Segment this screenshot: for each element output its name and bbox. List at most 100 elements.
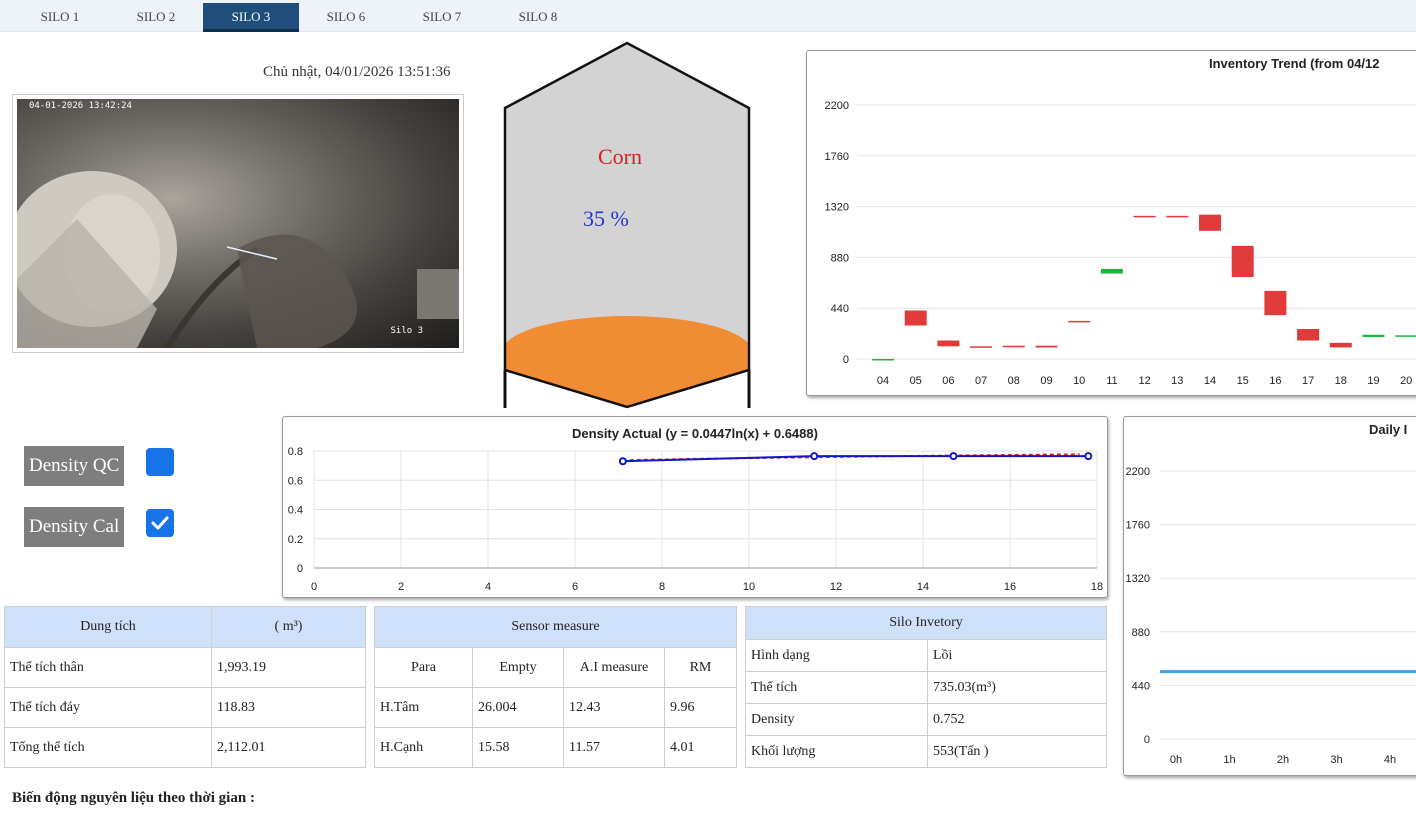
inventory-table-title: Silo Invetory <box>745 606 1107 640</box>
x-tick-label: 08 <box>1008 375 1020 387</box>
sensor-cell: H.Cạnh <box>374 727 473 768</box>
tab-silo-7[interactable]: SILO 7 <box>422 9 462 24</box>
sensor-cell: 26.004 <box>472 687 564 728</box>
x-tick-label: 0 <box>311 581 317 593</box>
y-tick-label: 1760 <box>1126 520 1150 532</box>
tab-silo-8[interactable]: SILO 8 <box>518 9 558 24</box>
candle <box>937 340 960 347</box>
x-tick-label: 18 <box>1091 581 1103 593</box>
y-tick-label: 0.2 <box>288 534 303 546</box>
density-cal-button[interactable]: Density Cal <box>24 507 125 547</box>
candle <box>1297 328 1320 341</box>
daily-inventory-chart[interactable]: Daily I 0 440 880 1320 1760 2200 0h 1h 2h 3h 4h <box>1124 417 1416 775</box>
density-actual-chart[interactable]: Density Actual (y = 0.0447ln(x) + 0.6488… <box>283 417 1107 597</box>
material-variation-label: Biến động nguyên liệu theo thời gian : <box>12 790 255 806</box>
density-qc-button[interactable]: Density QC <box>24 446 125 486</box>
sensor-cell: 4.01 <box>664 727 737 768</box>
camera-label: Silo 3 <box>390 326 423 336</box>
x-tick-label: 07 <box>975 375 987 387</box>
x-tick-label: 19 <box>1367 375 1379 387</box>
x-tick-label: 20 <box>1400 375 1412 387</box>
inventory-row-label: Hình dạng <box>745 639 928 672</box>
silo-product-name: Corn <box>598 144 642 169</box>
y-tick-label: 2200 <box>825 100 849 112</box>
x-tick-label: 2h <box>1277 754 1289 766</box>
y-tick-label: 1320 <box>1126 573 1150 585</box>
silo-level-percent: 35 % <box>583 206 629 231</box>
volume-row-value: 118.83 <box>211 687 366 728</box>
inventory-row-label: Density <box>745 703 928 736</box>
sensor-cell: H.Tâm <box>374 687 473 728</box>
volume-row-value: 1,993.19 <box>211 647 366 688</box>
silo-inventory-table: Silo Invetory Hình dạng Lồi Thể tích 735.0… <box>745 606 1107 768</box>
volume-header-name: Dung tích <box>4 606 212 648</box>
y-tick-label: 880 <box>831 252 849 264</box>
current-datetime: Chủ nhật, 04/01/2026 13:51:36 <box>263 64 451 80</box>
y-tick-label: 0 <box>1144 734 1150 746</box>
x-tick-label: 0h <box>1170 754 1182 766</box>
sensor-cell: 15.58 <box>472 727 564 768</box>
tab-silo-1[interactable]: SILO 1 <box>40 9 80 24</box>
data-point <box>810 452 819 461</box>
x-tick-label: 3h <box>1330 754 1342 766</box>
trendline <box>622 453 1080 462</box>
inventory-row-label: Khối lượng <box>745 735 928 768</box>
volume-header-unit: ( m³) <box>211 606 366 648</box>
volume-table: Dung tích( m³) Thể tích thân 1,993.19 Thể… <box>4 606 366 768</box>
candle <box>970 346 993 348</box>
inventory-row-label: Thể tích <box>745 671 928 704</box>
x-tick-label: 2 <box>398 581 404 593</box>
x-tick-label: 04 <box>877 375 889 387</box>
density-qc-checkbox[interactable] <box>146 448 174 476</box>
inventory-trend-chart[interactable]: Inventory Trend (from 04/12 0 440 880 1320 17… <box>807 51 1416 397</box>
sensor-table-title: Sensor measure <box>374 606 737 648</box>
inventory-row-value: Lồi <box>927 639 1107 672</box>
sensor-header: Empty <box>472 647 564 688</box>
y-tick-label: 440 <box>831 303 849 315</box>
y-tick-label: 0 <box>297 563 303 575</box>
x-tick-label: 06 <box>942 375 954 387</box>
y-tick-label: 0 <box>843 354 849 366</box>
y-tick-label: 880 <box>1132 627 1150 639</box>
sensor-header: A.I measure <box>563 647 665 688</box>
candle <box>1199 214 1221 231</box>
series-line <box>622 455 1089 463</box>
x-tick-label: 05 <box>910 375 922 387</box>
x-tick-label: 12 <box>830 581 842 593</box>
sensor-cell: 11.57 <box>563 727 665 768</box>
candle <box>1362 334 1385 338</box>
x-tick-label: 12 <box>1138 375 1150 387</box>
tab-silo-2[interactable]: SILO 2 <box>136 9 176 24</box>
tab-silo-3[interactable]: SILO 3 <box>203 3 299 32</box>
x-tick-label: 8 <box>659 581 665 593</box>
candle <box>1231 245 1254 278</box>
tab-silo-6[interactable]: SILO 6 <box>326 9 366 24</box>
x-tick-label: 17 <box>1302 375 1314 387</box>
inventory-row-value: 553(Tấn ) <box>927 735 1107 768</box>
x-tick-label: 10 <box>743 581 755 593</box>
camera-timestamp: 04-01-2026 13:42:24 <box>29 101 132 111</box>
y-tick-label: 0.6 <box>288 475 303 487</box>
x-tick-label: 11 <box>1106 375 1117 387</box>
candle <box>1395 335 1416 337</box>
y-tick-label: 1320 <box>825 202 849 214</box>
y-tick-label: 440 <box>1132 680 1150 692</box>
y-tick-label: 0.4 <box>288 505 303 517</box>
chart-title: Inventory Trend (from 04/12 <box>1209 56 1380 71</box>
x-tick-label: 09 <box>1040 375 1052 387</box>
x-tick-label: 14 <box>917 581 929 593</box>
sensor-cell: 12.43 <box>563 687 665 728</box>
volume-row-label: Tổng thể tích <box>4 727 212 768</box>
checkmark-icon <box>151 516 169 530</box>
volume-row-label: Thể tích đáy <box>4 687 212 728</box>
sensor-cell: 9.96 <box>664 687 737 728</box>
candle <box>1264 290 1287 316</box>
candle <box>1329 342 1352 348</box>
x-tick-label: 4h <box>1384 754 1396 766</box>
silo-material-fill <box>505 352 749 407</box>
density-cal-checkbox[interactable] <box>146 509 174 537</box>
camera-feed[interactable]: 04-01-2026 13:42:24 Silo 3 <box>12 94 464 353</box>
chart-title: Density Actual (y = 0.0447ln(x) + 0.6488… <box>572 426 818 441</box>
x-tick-label: 16 <box>1269 375 1281 387</box>
silo-diagram <box>503 41 751 409</box>
